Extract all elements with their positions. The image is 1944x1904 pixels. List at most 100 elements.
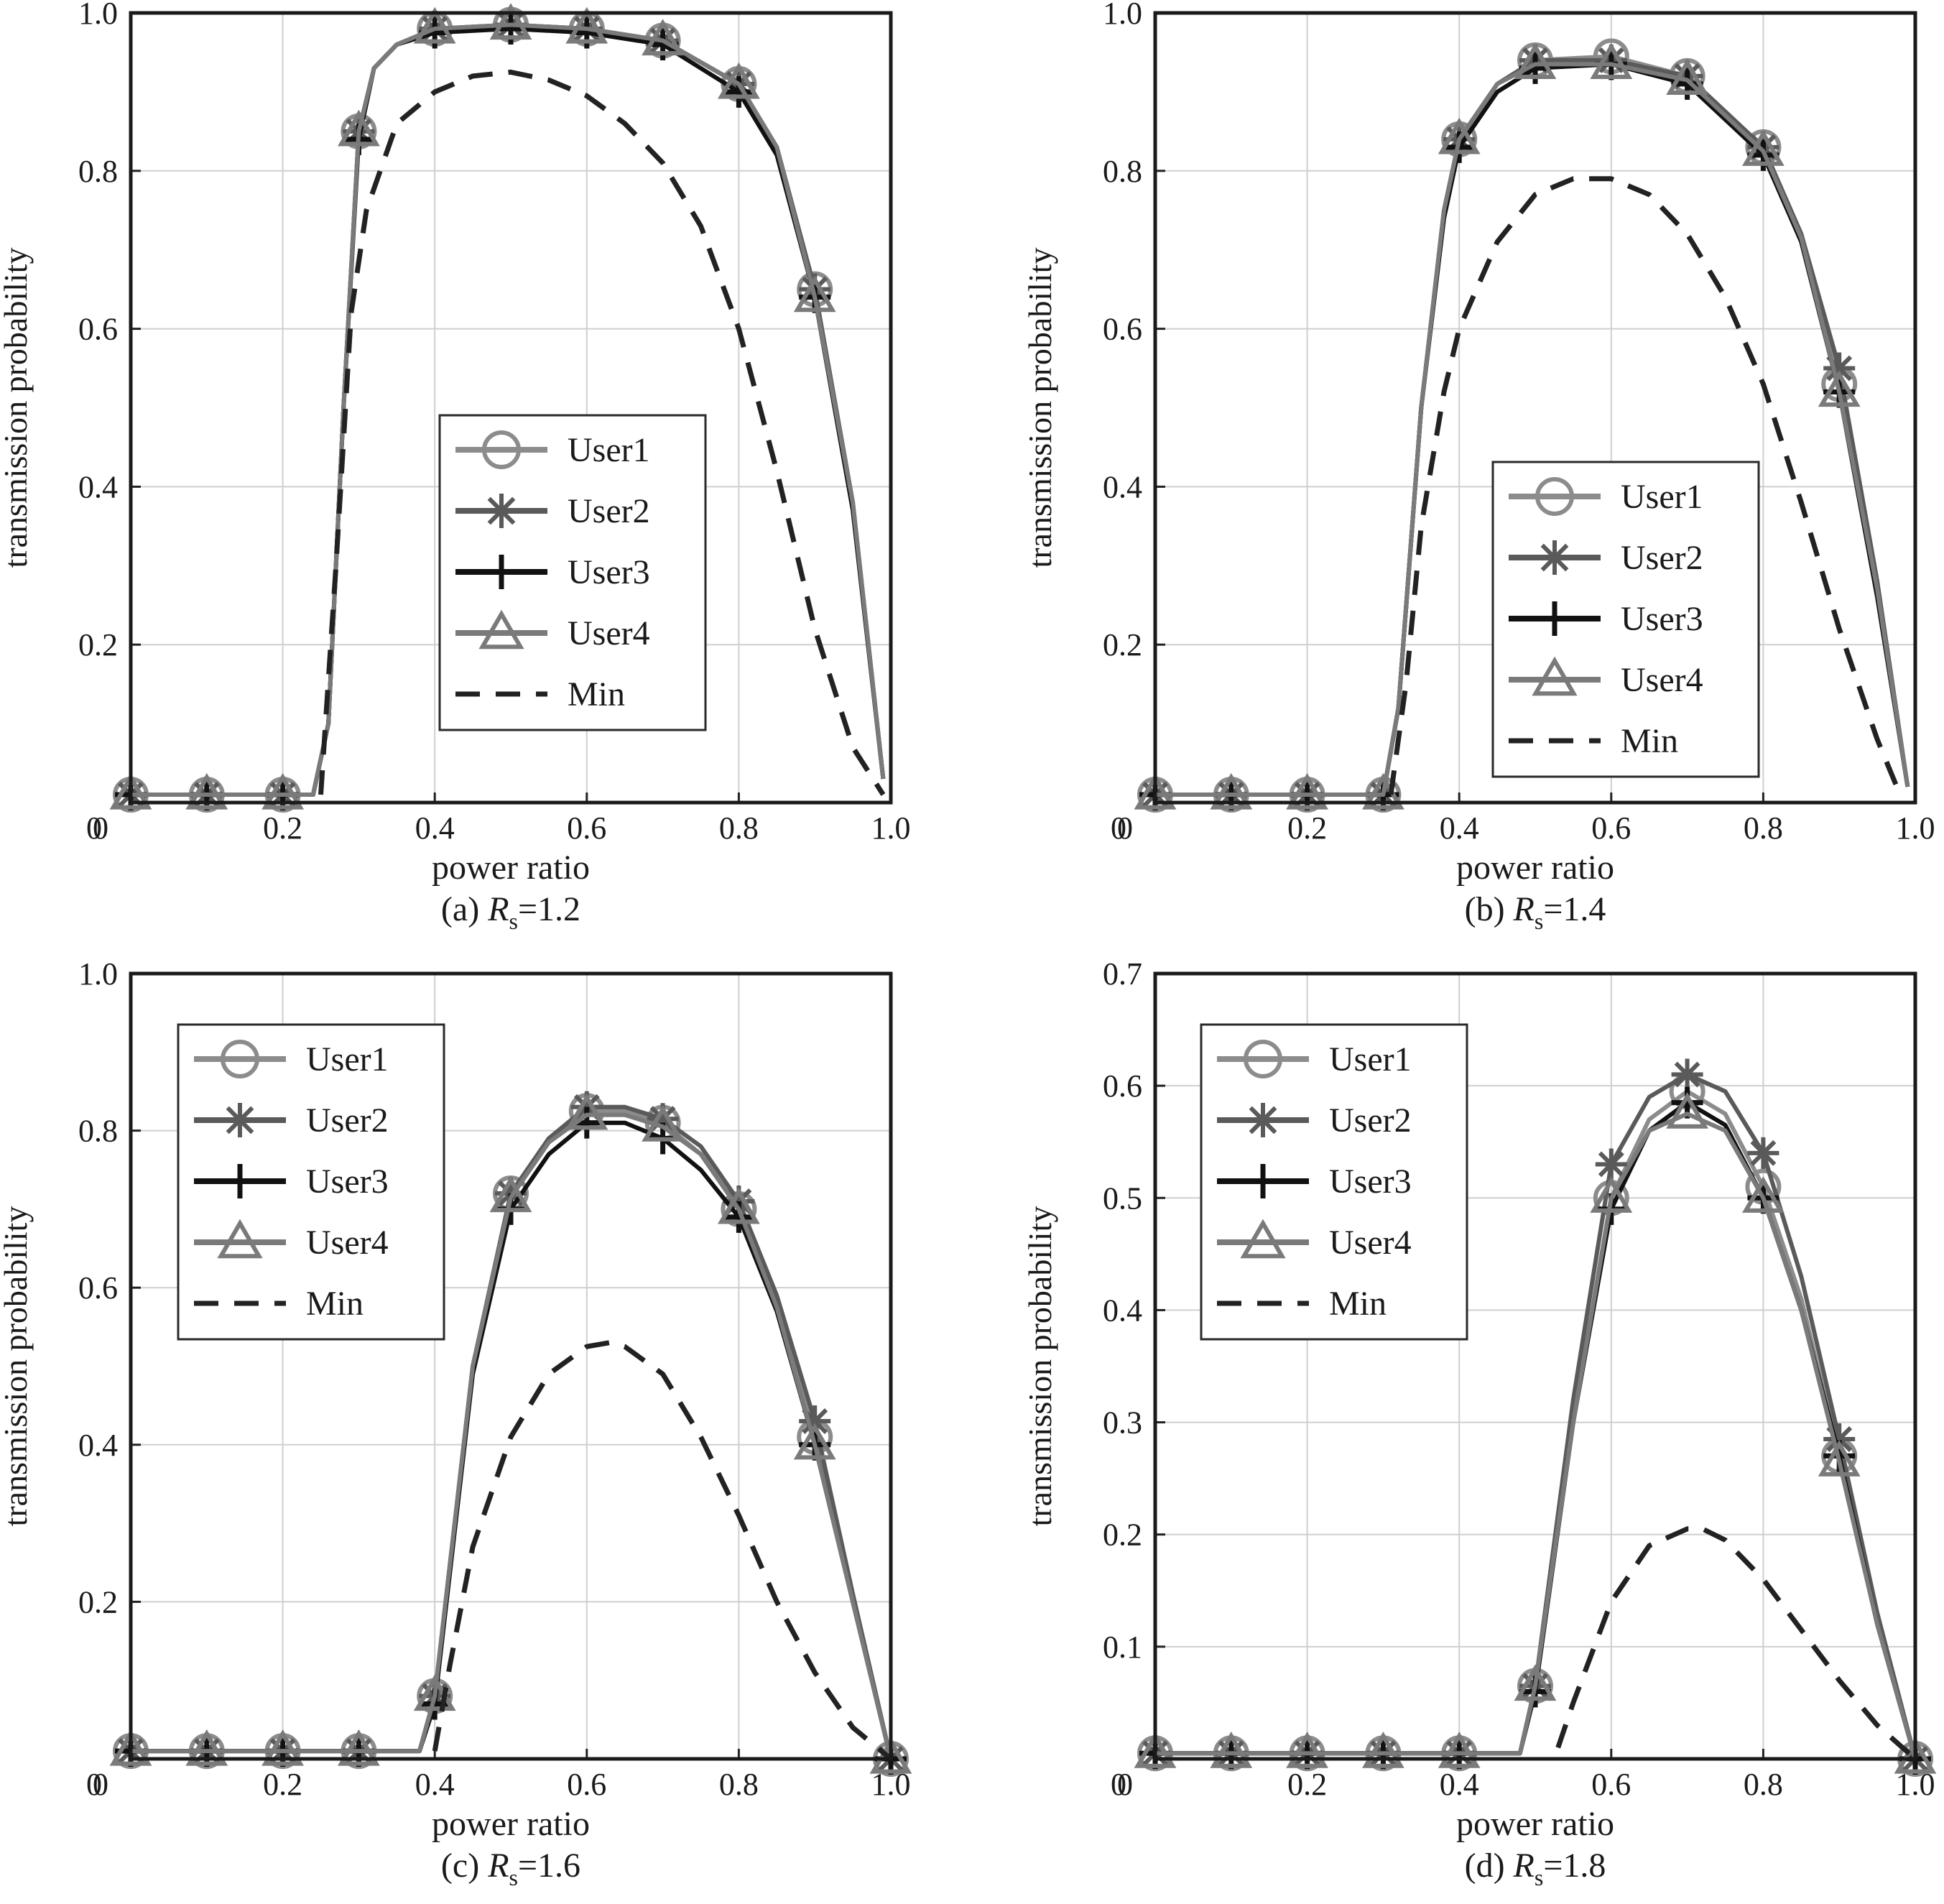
marker-user4: [1514, 1664, 1557, 1701]
y-tick-label: 0.2: [78, 627, 118, 662]
legend-marker-user3: [1246, 1164, 1280, 1198]
plot-frame: [129, 11, 893, 805]
chart-panel-4: 0 0.2 0.4 0.6 0.8 1.000.10.20.30.40.50.60.7Us…: [1022, 956, 1937, 1890]
y-axis-label: transmission probability: [1022, 1206, 1058, 1527]
legend-label-user2: User2: [306, 1101, 389, 1140]
legend-marker-user4: [1532, 656, 1578, 696]
marker-user4: [793, 275, 836, 313]
y-tick-label: 0.8: [78, 154, 118, 189]
marker-user2: [647, 1103, 679, 1135]
series-line-min: [1555, 1526, 1917, 1761]
panel-caption: (d) Rs=1.8: [1465, 1847, 1606, 1890]
x-tick-label: 1.0: [1896, 810, 1935, 846]
x-tick-label: 0: [93, 810, 108, 846]
marker-user4: [337, 109, 380, 147]
marker-user4: [1818, 370, 1861, 407]
legend-label-min: Min: [1621, 722, 1678, 760]
caption-subscript: s: [509, 1864, 518, 1890]
y-tick-label: 1.0: [1103, 0, 1142, 31]
legend-label-user3: User3: [306, 1163, 389, 1201]
marker-user4: [1590, 1176, 1633, 1213]
series-line-user4: [1155, 62, 1910, 797]
x-tick-label: 0.2: [1287, 1767, 1327, 1802]
x-tick-label: 1.0: [871, 810, 911, 846]
y-tick-label: 0: [1111, 810, 1126, 846]
x-axis-label: power ratio: [1456, 849, 1614, 887]
marker-user4: [717, 1187, 760, 1224]
caption-value: =1.8: [1543, 1847, 1606, 1885]
y-tick-label: 0.3: [1103, 1405, 1142, 1441]
x-tick-label: 0.4: [415, 810, 455, 846]
caption-prefix: (b): [1465, 890, 1514, 928]
x-tick-label: 0.2: [263, 1767, 302, 1802]
y-tick-label: 0.4: [1103, 1293, 1142, 1328]
x-axis-label: power ratio: [432, 1805, 590, 1843]
y-tick-label: 0.4: [78, 469, 118, 504]
marker-user2: [1823, 352, 1856, 384]
caption-value: =1.4: [1543, 890, 1606, 928]
marker-user4: [1438, 117, 1481, 154]
marker-user4: [1590, 42, 1633, 80]
legend-marker-user3: [223, 1164, 257, 1198]
x-tick-label: 0.8: [1744, 810, 1783, 846]
marker-user4: [1361, 1732, 1404, 1768]
y-tick-label: 0.6: [1103, 312, 1142, 347]
legend: User1 User2 User3 User4 Min: [1491, 461, 1760, 778]
caption-variable: R: [1513, 890, 1535, 928]
series-line-min: [432, 1340, 893, 1761]
x-tick-label: 0: [93, 1767, 108, 1802]
legend-label-min: Min: [306, 1285, 364, 1323]
legend-marker-user2: [484, 494, 519, 528]
legend: User1 User2 User3 User4 Min: [1200, 1023, 1468, 1341]
legend-marker-user1: [1535, 477, 1574, 516]
marker-user2: [1823, 1423, 1856, 1455]
y-tick-label: 0: [1111, 1767, 1126, 1802]
x-tick-label: 0.2: [263, 810, 302, 846]
marker-user4: [1514, 42, 1557, 80]
y-tick-label: 0: [86, 1767, 102, 1802]
marker-user4: [489, 1175, 532, 1213]
x-tick-label: 0.8: [719, 1767, 759, 1802]
marker-user4: [642, 19, 685, 56]
legend-label-user2: User2: [1621, 539, 1703, 577]
caption-prefix: (d): [1465, 1847, 1514, 1885]
x-tick-label: 0.8: [719, 810, 759, 846]
y-tick-label: 0.8: [1103, 154, 1142, 189]
marker-user3: [723, 75, 755, 108]
marker-user4: [1894, 1737, 1937, 1774]
legend-marker-user1: [482, 430, 521, 469]
y-tick-label: 0.7: [1103, 956, 1142, 992]
y-tick-label: 0: [86, 810, 102, 846]
legend-marker-user4: [1240, 1219, 1286, 1259]
x-axis-label: power ratio: [432, 849, 590, 887]
marker-user4: [185, 772, 228, 810]
marker-user4: [717, 62, 760, 99]
legend-label-user1: User1: [568, 431, 650, 469]
y-tick-label: 0.4: [78, 1428, 118, 1463]
marker-user2: [1595, 1148, 1627, 1180]
y-tick-label: 0.4: [1103, 469, 1142, 504]
x-tick-label: 0.4: [415, 1767, 455, 1802]
legend-marker-user2: [1537, 540, 1572, 575]
legend-marker-user4: [217, 1219, 263, 1259]
marker-user4: [413, 6, 456, 44]
marker-user4: [793, 1423, 836, 1460]
marker-user4: [1741, 129, 1785, 166]
marker-user4: [869, 1737, 912, 1774]
legend-marker-user2: [1246, 1103, 1280, 1137]
legend-marker-user4: [478, 609, 524, 650]
marker-user4: [261, 1729, 305, 1766]
legend-label-user3: User3: [1329, 1163, 1412, 1201]
caption-variable: R: [487, 1847, 509, 1885]
marker-user4: [109, 1729, 152, 1766]
x-tick-label: 0.8: [1744, 1767, 1783, 1802]
caption-variable: R: [1513, 1847, 1535, 1885]
plot-frame: [1153, 11, 1917, 805]
marker-user2: [799, 1405, 831, 1438]
y-tick-label: 0.2: [1103, 627, 1142, 662]
marker-user4: [565, 6, 608, 44]
x-tick-label: 0.4: [1440, 810, 1479, 846]
marker-user4: [1818, 1440, 1861, 1476]
marker-user2: [1671, 1058, 1703, 1091]
